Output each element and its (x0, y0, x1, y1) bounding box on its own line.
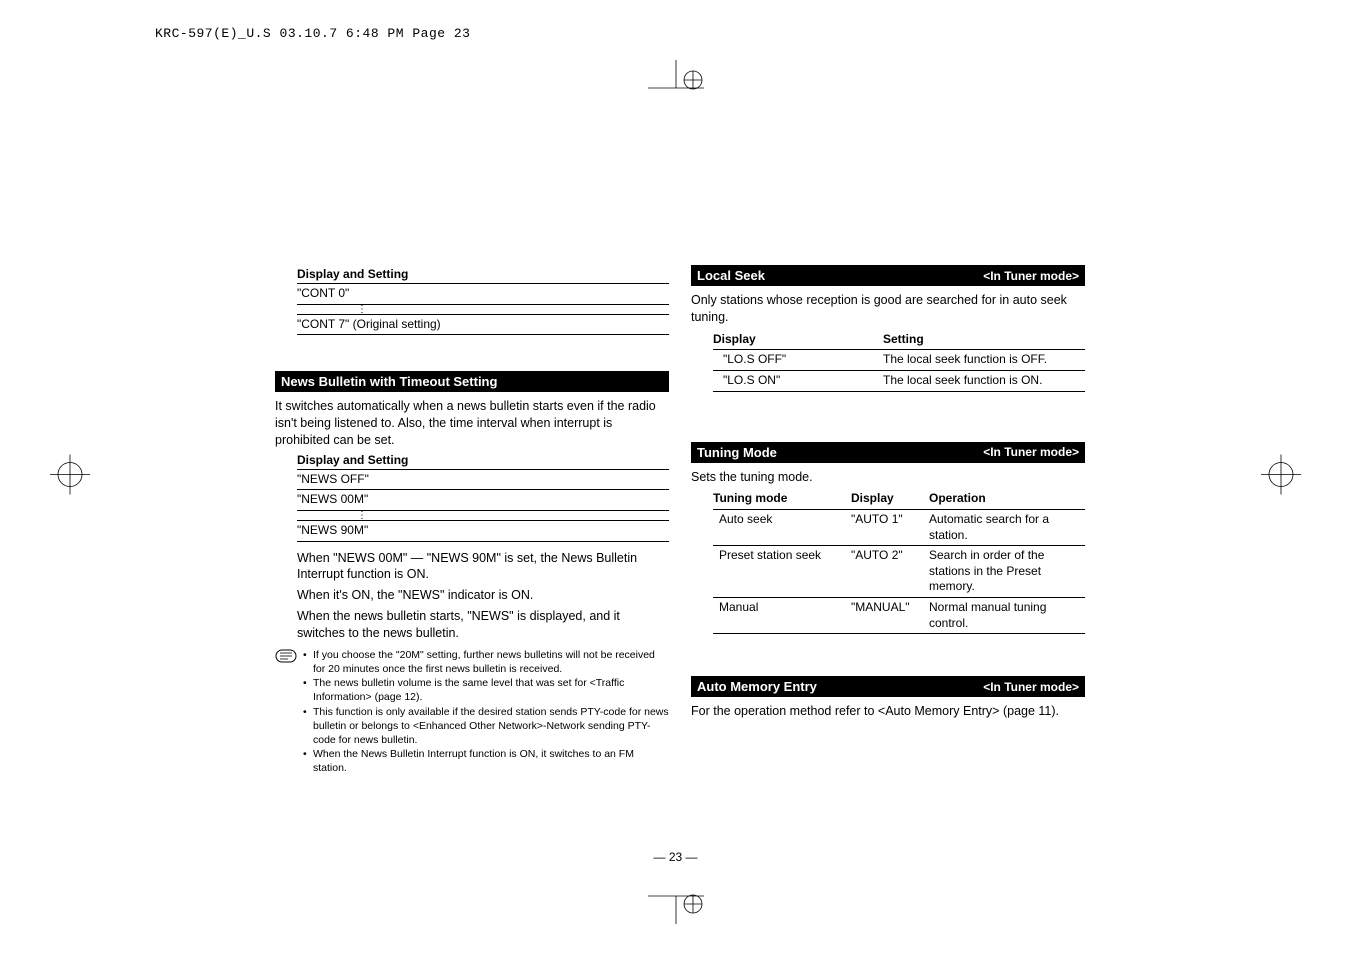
automem-intro: For the operation method refer to <Auto … (691, 703, 1085, 720)
tuning-title: Tuning Mode (697, 445, 777, 460)
page-content: Display and Setting "CONT 0" ⋮ "CONT 7" … (275, 265, 1085, 776)
tuning-table: Tuning mode Display Operation Auto seek … (713, 489, 1085, 634)
crop-mark-right (1256, 450, 1306, 505)
localseek-title-bar: Local Seek <In Tuner mode> (691, 265, 1085, 286)
right-column: Local Seek <In Tuner mode> Only stations… (691, 265, 1085, 776)
note-item: •When the News Bulletin Interrupt functi… (303, 747, 669, 775)
tuning-title-bar: Tuning Mode <In Tuner mode> (691, 442, 1085, 463)
automem-title: Auto Memory Entry (697, 679, 817, 694)
crop-mark-left (45, 450, 95, 505)
note-item: •The news bulletin volume is the same le… (303, 676, 669, 704)
table-row: "LO.S ON" The local seek function is ON. (713, 371, 1085, 392)
note-item: •This function is only available if the … (303, 705, 669, 748)
localseek-title: Local Seek (697, 268, 765, 283)
news-para3: When the news bulletin starts, "NEWS" is… (297, 608, 669, 642)
crop-mark-top (641, 60, 711, 105)
news-row: "NEWS 90M" (297, 521, 669, 542)
left-column: Display and Setting "CONT 0" ⋮ "CONT 7" … (275, 265, 669, 776)
notes-block: •If you choose the "20M" setting, furthe… (275, 648, 669, 776)
news-para1: When "NEWS 00M" — "NEWS 90M" is set, the… (297, 550, 669, 584)
table-row: Auto seek "AUTO 1" Automatic search for … (713, 510, 1085, 546)
news-settings-block: Display and Setting "NEWS OFF" "NEWS 00M… (297, 453, 669, 542)
news-row: "NEWS 00M" (297, 490, 669, 511)
table-row: Manual "MANUAL" Normal manual tuning con… (713, 598, 1085, 634)
localseek-intro: Only stations whose reception is good ar… (691, 292, 1085, 326)
table-header: Display Setting (713, 330, 1085, 351)
table-header: Tuning mode Display Operation (713, 489, 1085, 510)
news-row: "NEWS OFF" (297, 470, 669, 491)
contrast-row: "CONT 0" (297, 284, 669, 305)
vdots-icon: ⋮ (297, 305, 669, 315)
automem-title-bar: Auto Memory Entry <In Tuner mode> (691, 676, 1085, 697)
table-row: Preset station seek "AUTO 2" Search in o… (713, 546, 1085, 598)
page-number: — 23 — (653, 850, 697, 864)
news-intro: It switches automatically when a news bu… (275, 398, 669, 449)
news-title-bar: News Bulletin with Timeout Setting (275, 371, 669, 392)
contrast-heading: Display and Setting (297, 267, 669, 284)
tuning-mode: <In Tuner mode> (983, 445, 1079, 459)
print-header: KRC-597(E)_U.S 03.10.7 6:48 PM Page 23 (155, 26, 470, 41)
vdots-icon: ⋮ (297, 511, 669, 521)
news-para2: When it's ON, the "NEWS" indicator is ON… (297, 587, 669, 604)
contrast-row: "CONT 7" (Original setting) (297, 315, 669, 336)
note-item: •If you choose the "20M" setting, furthe… (303, 648, 669, 676)
crop-mark-bottom (641, 884, 711, 929)
tuning-intro: Sets the tuning mode. (691, 469, 1085, 486)
news-title: News Bulletin with Timeout Setting (281, 374, 497, 389)
news-setting-heading: Display and Setting (297, 453, 669, 470)
note-icon (275, 648, 297, 776)
localseek-table: Display Setting "LO.S OFF" The local see… (713, 330, 1085, 392)
table-row: "LO.S OFF" The local seek function is OF… (713, 350, 1085, 371)
notes-list: •If you choose the "20M" setting, furthe… (303, 648, 669, 776)
localseek-mode: <In Tuner mode> (983, 269, 1079, 283)
contrast-block: Display and Setting "CONT 0" ⋮ "CONT 7" … (297, 267, 669, 335)
automem-mode: <In Tuner mode> (983, 680, 1079, 694)
